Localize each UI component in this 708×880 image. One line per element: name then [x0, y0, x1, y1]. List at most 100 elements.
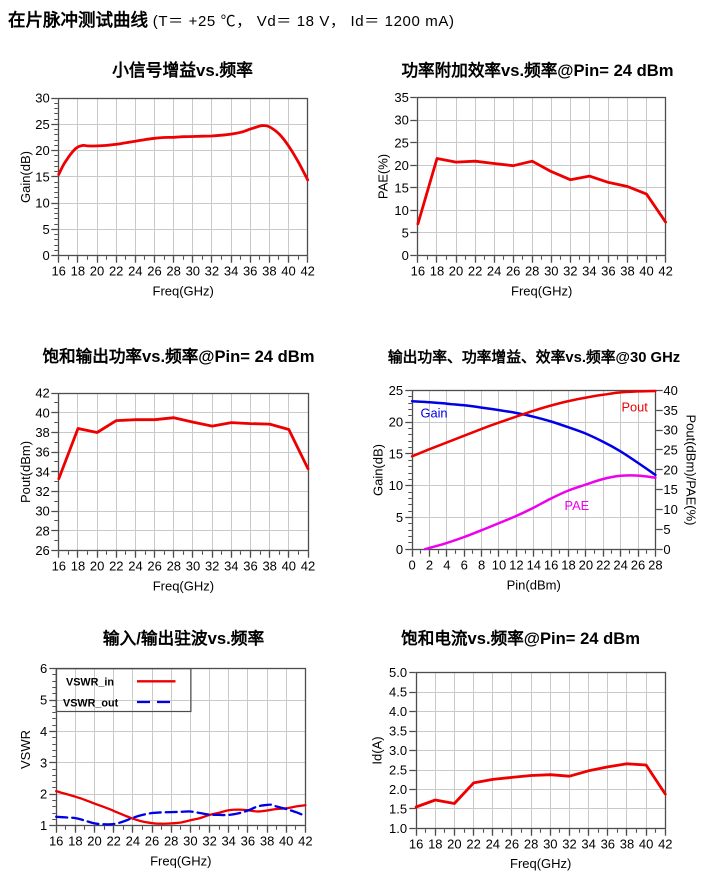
svg-text:32: 32 [35, 484, 49, 499]
svg-text:25: 25 [35, 117, 49, 132]
svg-text:26: 26 [145, 834, 159, 849]
svg-text:42: 42 [35, 386, 49, 401]
svg-text:30: 30 [394, 113, 408, 128]
svg-text:20: 20 [90, 264, 104, 279]
svg-text:5: 5 [42, 222, 49, 237]
svg-text:6: 6 [461, 557, 468, 572]
svg-text:24: 24 [128, 559, 142, 574]
svg-text:10: 10 [492, 557, 506, 572]
svg-text:40: 40 [282, 559, 296, 574]
svg-text:1.0: 1.0 [389, 821, 407, 836]
svg-text:36: 36 [241, 834, 255, 849]
svg-text:小信号增益vs.频率: 小信号增益vs.频率 [112, 60, 253, 80]
svg-text:26: 26 [35, 543, 49, 558]
svg-text:26: 26 [505, 836, 519, 851]
svg-text:20: 20 [87, 834, 101, 849]
svg-text:功率附加效率vs.频率@Pin= 24 dBm: 功率附加效率vs.频率@Pin= 24 dBm [401, 60, 673, 80]
svg-text:5: 5 [40, 693, 47, 708]
svg-text:Gain(dB): Gain(dB) [371, 444, 386, 496]
svg-text:36: 36 [601, 263, 615, 278]
svg-text:36: 36 [243, 264, 257, 279]
svg-text:3.0: 3.0 [389, 743, 407, 758]
svg-text:0: 0 [396, 542, 403, 557]
svg-text:输入/输出驻波vs.频率: 输入/输出驻波vs.频率 [103, 628, 265, 648]
svg-text:18: 18 [428, 836, 442, 851]
svg-text:24: 24 [128, 264, 142, 279]
svg-text:32: 32 [205, 264, 219, 279]
svg-text:38: 38 [620, 263, 634, 278]
svg-text:14: 14 [527, 557, 541, 572]
svg-text:5.0: 5.0 [389, 665, 407, 680]
svg-text:34: 34 [35, 464, 49, 479]
svg-text:42: 42 [658, 263, 672, 278]
svg-text:18: 18 [561, 557, 575, 572]
svg-text:25: 25 [663, 443, 677, 458]
svg-text:22: 22 [466, 836, 480, 851]
svg-text:26: 26 [147, 264, 161, 279]
svg-text:22: 22 [106, 834, 120, 849]
svg-text:VSWR_out: VSWR_out [63, 698, 119, 710]
svg-text:18: 18 [71, 264, 85, 279]
svg-text:PAE(%): PAE(%) [376, 154, 391, 199]
svg-text:15: 15 [394, 180, 408, 195]
svg-text:42: 42 [298, 834, 312, 849]
svg-text:18: 18 [71, 559, 85, 574]
svg-text:2.0: 2.0 [389, 782, 407, 797]
svg-text:40: 40 [639, 836, 653, 851]
svg-text:5: 5 [396, 510, 403, 525]
svg-text:VSWR: VSWR [18, 730, 33, 769]
svg-text:12: 12 [509, 557, 523, 572]
svg-text:28: 28 [524, 836, 538, 851]
svg-text:36: 36 [243, 559, 257, 574]
svg-text:Freq(GHz): Freq(GHz) [510, 856, 571, 871]
svg-text:8: 8 [478, 557, 485, 572]
svg-text:30: 30 [543, 836, 557, 851]
svg-text:16: 16 [544, 557, 558, 572]
svg-text:24: 24 [126, 834, 140, 849]
svg-text:10: 10 [389, 478, 403, 493]
svg-text:Pout(dBm): Pout(dBm) [18, 441, 33, 503]
svg-text:40: 40 [663, 383, 677, 398]
svg-text:Freq(GHz): Freq(GHz) [153, 284, 214, 299]
svg-text:38: 38 [262, 559, 276, 574]
svg-text:36: 36 [35, 445, 49, 460]
svg-text:34: 34 [224, 559, 238, 574]
svg-text:3.5: 3.5 [389, 724, 407, 739]
svg-text:10: 10 [663, 502, 677, 517]
svg-text:26: 26 [147, 559, 161, 574]
svg-text:4.5: 4.5 [389, 685, 407, 700]
svg-text:40: 40 [281, 264, 295, 279]
svg-text:20: 20 [394, 158, 408, 173]
svg-text:42: 42 [658, 836, 672, 851]
svg-text:4: 4 [443, 557, 450, 572]
svg-text:0: 0 [42, 248, 49, 263]
svg-text:15: 15 [35, 169, 49, 184]
svg-text:10: 10 [35, 196, 49, 211]
svg-text:0: 0 [402, 248, 409, 263]
svg-text:饱和输出功率vs.频率@Pin= 24 dBm: 饱和输出功率vs.频率@Pin= 24 dBm [42, 346, 314, 366]
svg-text:Freq(GHz): Freq(GHz) [511, 284, 572, 299]
svg-text:38: 38 [262, 264, 276, 279]
svg-text:2: 2 [426, 557, 433, 572]
svg-text:28: 28 [525, 263, 539, 278]
svg-text:30: 30 [35, 504, 49, 519]
svg-text:Pin(dBm): Pin(dBm) [507, 578, 561, 593]
svg-text:3: 3 [40, 755, 47, 770]
svg-text:35: 35 [394, 90, 408, 105]
svg-text:30: 30 [35, 91, 49, 106]
svg-text:28: 28 [35, 523, 49, 538]
svg-text:34: 34 [581, 836, 595, 851]
svg-text:Gain: Gain [421, 406, 448, 421]
svg-text:40: 40 [35, 405, 49, 420]
svg-text:15: 15 [389, 447, 403, 462]
svg-text:4: 4 [40, 724, 47, 739]
svg-text:在片脉冲测试曲线 (T＝ +25 ℃， Vd＝ 18 V，: 在片脉冲测试曲线 (T＝ +25 ℃， Vd＝ 18 V， Id＝ 1200 m… [8, 10, 455, 30]
svg-text:5: 5 [402, 225, 409, 240]
svg-text:34: 34 [224, 264, 238, 279]
svg-text:42: 42 [301, 559, 315, 574]
svg-text:16: 16 [409, 836, 423, 851]
svg-text:6: 6 [40, 661, 47, 676]
svg-text:20: 20 [35, 143, 49, 158]
svg-text:30: 30 [183, 834, 197, 849]
svg-text:28: 28 [166, 264, 180, 279]
